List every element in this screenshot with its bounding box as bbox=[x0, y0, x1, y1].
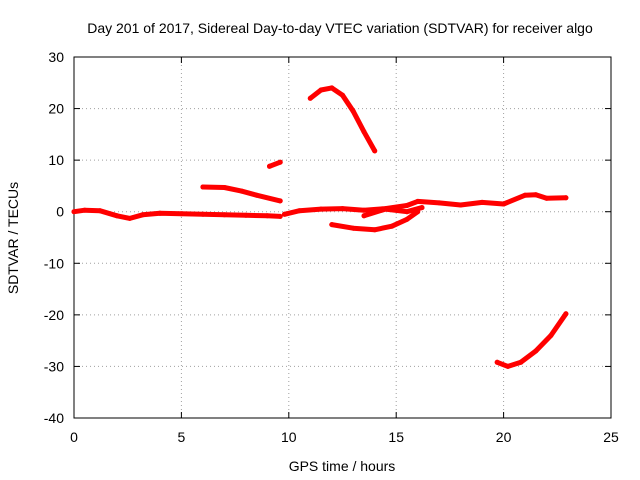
data-point bbox=[501, 201, 507, 207]
series-line-arc-20-23h bbox=[494, 311, 569, 369]
x-tick-label: 15 bbox=[388, 429, 404, 445]
data-point bbox=[415, 198, 421, 204]
data-point bbox=[533, 192, 539, 198]
data-point bbox=[361, 129, 367, 135]
data-point bbox=[267, 163, 272, 169]
data-point bbox=[522, 192, 528, 198]
chart-title: Day 201 of 2017, Sidereal Day-to-day VTE… bbox=[87, 20, 593, 36]
data-point bbox=[200, 211, 206, 217]
x-tick-label: 10 bbox=[281, 429, 297, 445]
data-point bbox=[340, 206, 345, 212]
data-point bbox=[340, 92, 345, 98]
data-point bbox=[383, 206, 388, 212]
y-tick-label: 30 bbox=[48, 49, 64, 65]
data-point bbox=[114, 213, 120, 219]
data-point bbox=[178, 211, 184, 217]
x-tick-label: 5 bbox=[178, 429, 186, 445]
data-point bbox=[533, 348, 539, 354]
data-point bbox=[563, 195, 569, 201]
x-tick-label: 25 bbox=[603, 429, 619, 445]
x-axis-label: GPS time / hours bbox=[289, 458, 396, 474]
data-point bbox=[318, 87, 324, 93]
data-point bbox=[277, 213, 283, 219]
series-line-arc-13-16h bbox=[361, 205, 425, 219]
data-point bbox=[563, 311, 569, 317]
data-point bbox=[372, 227, 378, 233]
data-point bbox=[282, 211, 287, 217]
data-point bbox=[548, 333, 554, 338]
data-point bbox=[307, 95, 313, 101]
data-point bbox=[71, 209, 77, 215]
data-point bbox=[404, 209, 410, 215]
grid bbox=[74, 57, 611, 418]
axis-ticks bbox=[73, 56, 612, 419]
data-point bbox=[361, 213, 367, 219]
data-point bbox=[436, 200, 442, 206]
data-point bbox=[518, 359, 524, 365]
data-point bbox=[318, 206, 324, 212]
data-point bbox=[329, 85, 335, 91]
data-point bbox=[264, 213, 270, 219]
data-point bbox=[243, 212, 249, 218]
x-tick-labels: 0 5 10 15 20 25 bbox=[70, 429, 619, 445]
y-axis-label: SDTVAR / TECUs bbox=[5, 182, 21, 294]
y-tick-label: -10 bbox=[44, 255, 64, 271]
data-point bbox=[479, 199, 485, 205]
data-point bbox=[157, 210, 163, 216]
y-tick-label: -40 bbox=[44, 410, 64, 426]
data-point bbox=[372, 148, 378, 154]
x-tick-label: 20 bbox=[496, 429, 512, 445]
data-point bbox=[329, 222, 335, 228]
data-point bbox=[505, 363, 511, 369]
y-tick-label: -30 bbox=[44, 358, 64, 374]
y-tick-label: 0 bbox=[56, 204, 64, 220]
data-point bbox=[404, 216, 410, 222]
data-point bbox=[254, 192, 260, 198]
y-tick-label: 20 bbox=[48, 101, 64, 117]
data-point bbox=[221, 185, 227, 190]
data-point bbox=[419, 205, 425, 211]
data-point bbox=[458, 202, 464, 208]
data-point bbox=[404, 203, 410, 208]
plot-area-frame bbox=[73, 56, 612, 419]
data-point bbox=[494, 359, 500, 365]
series-line-arc-main-left bbox=[71, 207, 283, 221]
series-line-arc-main-right bbox=[282, 192, 569, 217]
data-point bbox=[239, 188, 244, 194]
data-point bbox=[221, 212, 227, 218]
y-tick-labels: -40 -30 -20 -10 0 10 20 30 bbox=[44, 49, 64, 426]
data-point bbox=[97, 208, 103, 214]
y-tick-label: 10 bbox=[48, 152, 64, 168]
data-point bbox=[127, 215, 133, 221]
data-point bbox=[277, 198, 283, 204]
series-layer bbox=[71, 85, 569, 369]
data-point bbox=[389, 223, 395, 229]
data-point bbox=[140, 212, 146, 218]
data-point bbox=[350, 108, 356, 114]
data-point bbox=[200, 184, 206, 190]
data-point bbox=[361, 207, 367, 213]
data-point bbox=[297, 208, 302, 214]
x-tick-label: 0 bbox=[70, 429, 78, 445]
data-point bbox=[82, 207, 88, 213]
data-point bbox=[350, 225, 356, 231]
data-point bbox=[277, 159, 283, 165]
data-point bbox=[544, 195, 550, 201]
y-tick-label: -20 bbox=[44, 307, 64, 323]
